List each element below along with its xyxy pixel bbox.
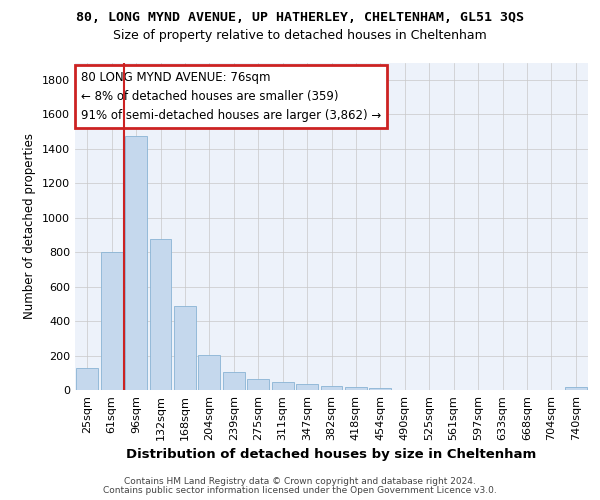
Bar (101, 252, 122, 390)
Bar (76, 368, 98, 390)
Text: Contains HM Land Registry data © Crown copyright and database right 2024.: Contains HM Land Registry data © Crown c… (124, 477, 476, 486)
Text: Size of property relative to detached houses in Cheltenham: Size of property relative to detached ho… (113, 29, 487, 42)
Bar (174, 306, 196, 390)
X-axis label: Distribution of detached houses by size in Cheltenham: Distribution of detached houses by size … (127, 448, 536, 461)
Bar (199, 354, 220, 390)
Bar (320, 386, 343, 390)
Bar (223, 372, 245, 390)
Bar (370, 388, 391, 390)
Bar (149, 239, 172, 390)
Bar (345, 386, 367, 390)
Bar (247, 379, 269, 390)
Bar (565, 388, 587, 390)
Y-axis label: Number of detached properties: Number of detached properties (23, 133, 37, 320)
Bar (296, 384, 318, 390)
Bar (125, 136, 147, 390)
Text: 80 LONG MYND AVENUE: 76sqm
← 8% of detached houses are smaller (359)
91% of semi: 80 LONG MYND AVENUE: 76sqm ← 8% of detac… (81, 70, 382, 122)
Bar (272, 382, 293, 390)
Text: Contains public sector information licensed under the Open Government Licence v3: Contains public sector information licen… (103, 486, 497, 495)
Text: 80, LONG MYND AVENUE, UP HATHERLEY, CHELTENHAM, GL51 3QS: 80, LONG MYND AVENUE, UP HATHERLEY, CHEL… (76, 11, 524, 24)
